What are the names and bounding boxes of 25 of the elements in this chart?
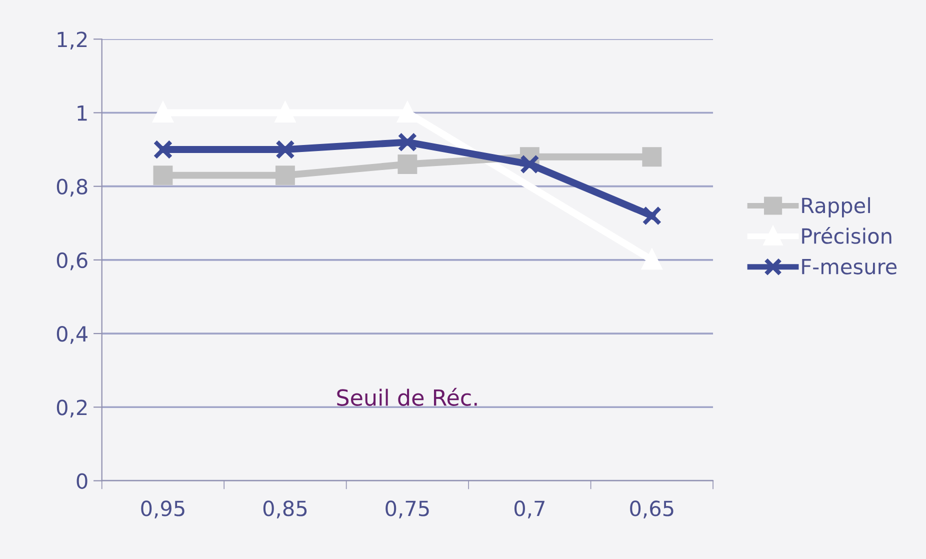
y-tick-label: 0 (76, 473, 88, 489)
x-tick-label: 0,65 (630, 500, 674, 518)
point (275, 140, 295, 160)
x-tick-label: 0,75 (386, 500, 429, 518)
legend-label: F-mesure (802, 258, 897, 274)
point (153, 140, 173, 160)
x-tick-label: 0,7 (514, 500, 544, 518)
point (398, 154, 418, 174)
legend-label: Rappel (802, 197, 870, 218)
y-tick-label: 0,2 (56, 400, 87, 418)
point (642, 147, 662, 167)
point (398, 132, 418, 152)
x-axis-title: Seuil de Réc. (337, 388, 477, 406)
point (642, 206, 662, 226)
x-tick-label: 0,95 (141, 500, 184, 518)
point (153, 166, 173, 186)
point (520, 154, 540, 174)
point (275, 166, 295, 186)
x-tick-label: 0,85 (263, 500, 307, 518)
y-tick-label: 1 (78, 105, 87, 121)
y-tick-label: 1,2 (58, 32, 87, 50)
y-tick-label: 0,4 (56, 326, 88, 344)
y-tick-label: 0,6 (56, 252, 88, 270)
legend-label: Précision (802, 226, 892, 244)
y-tick-label: 0,8 (56, 178, 88, 197)
